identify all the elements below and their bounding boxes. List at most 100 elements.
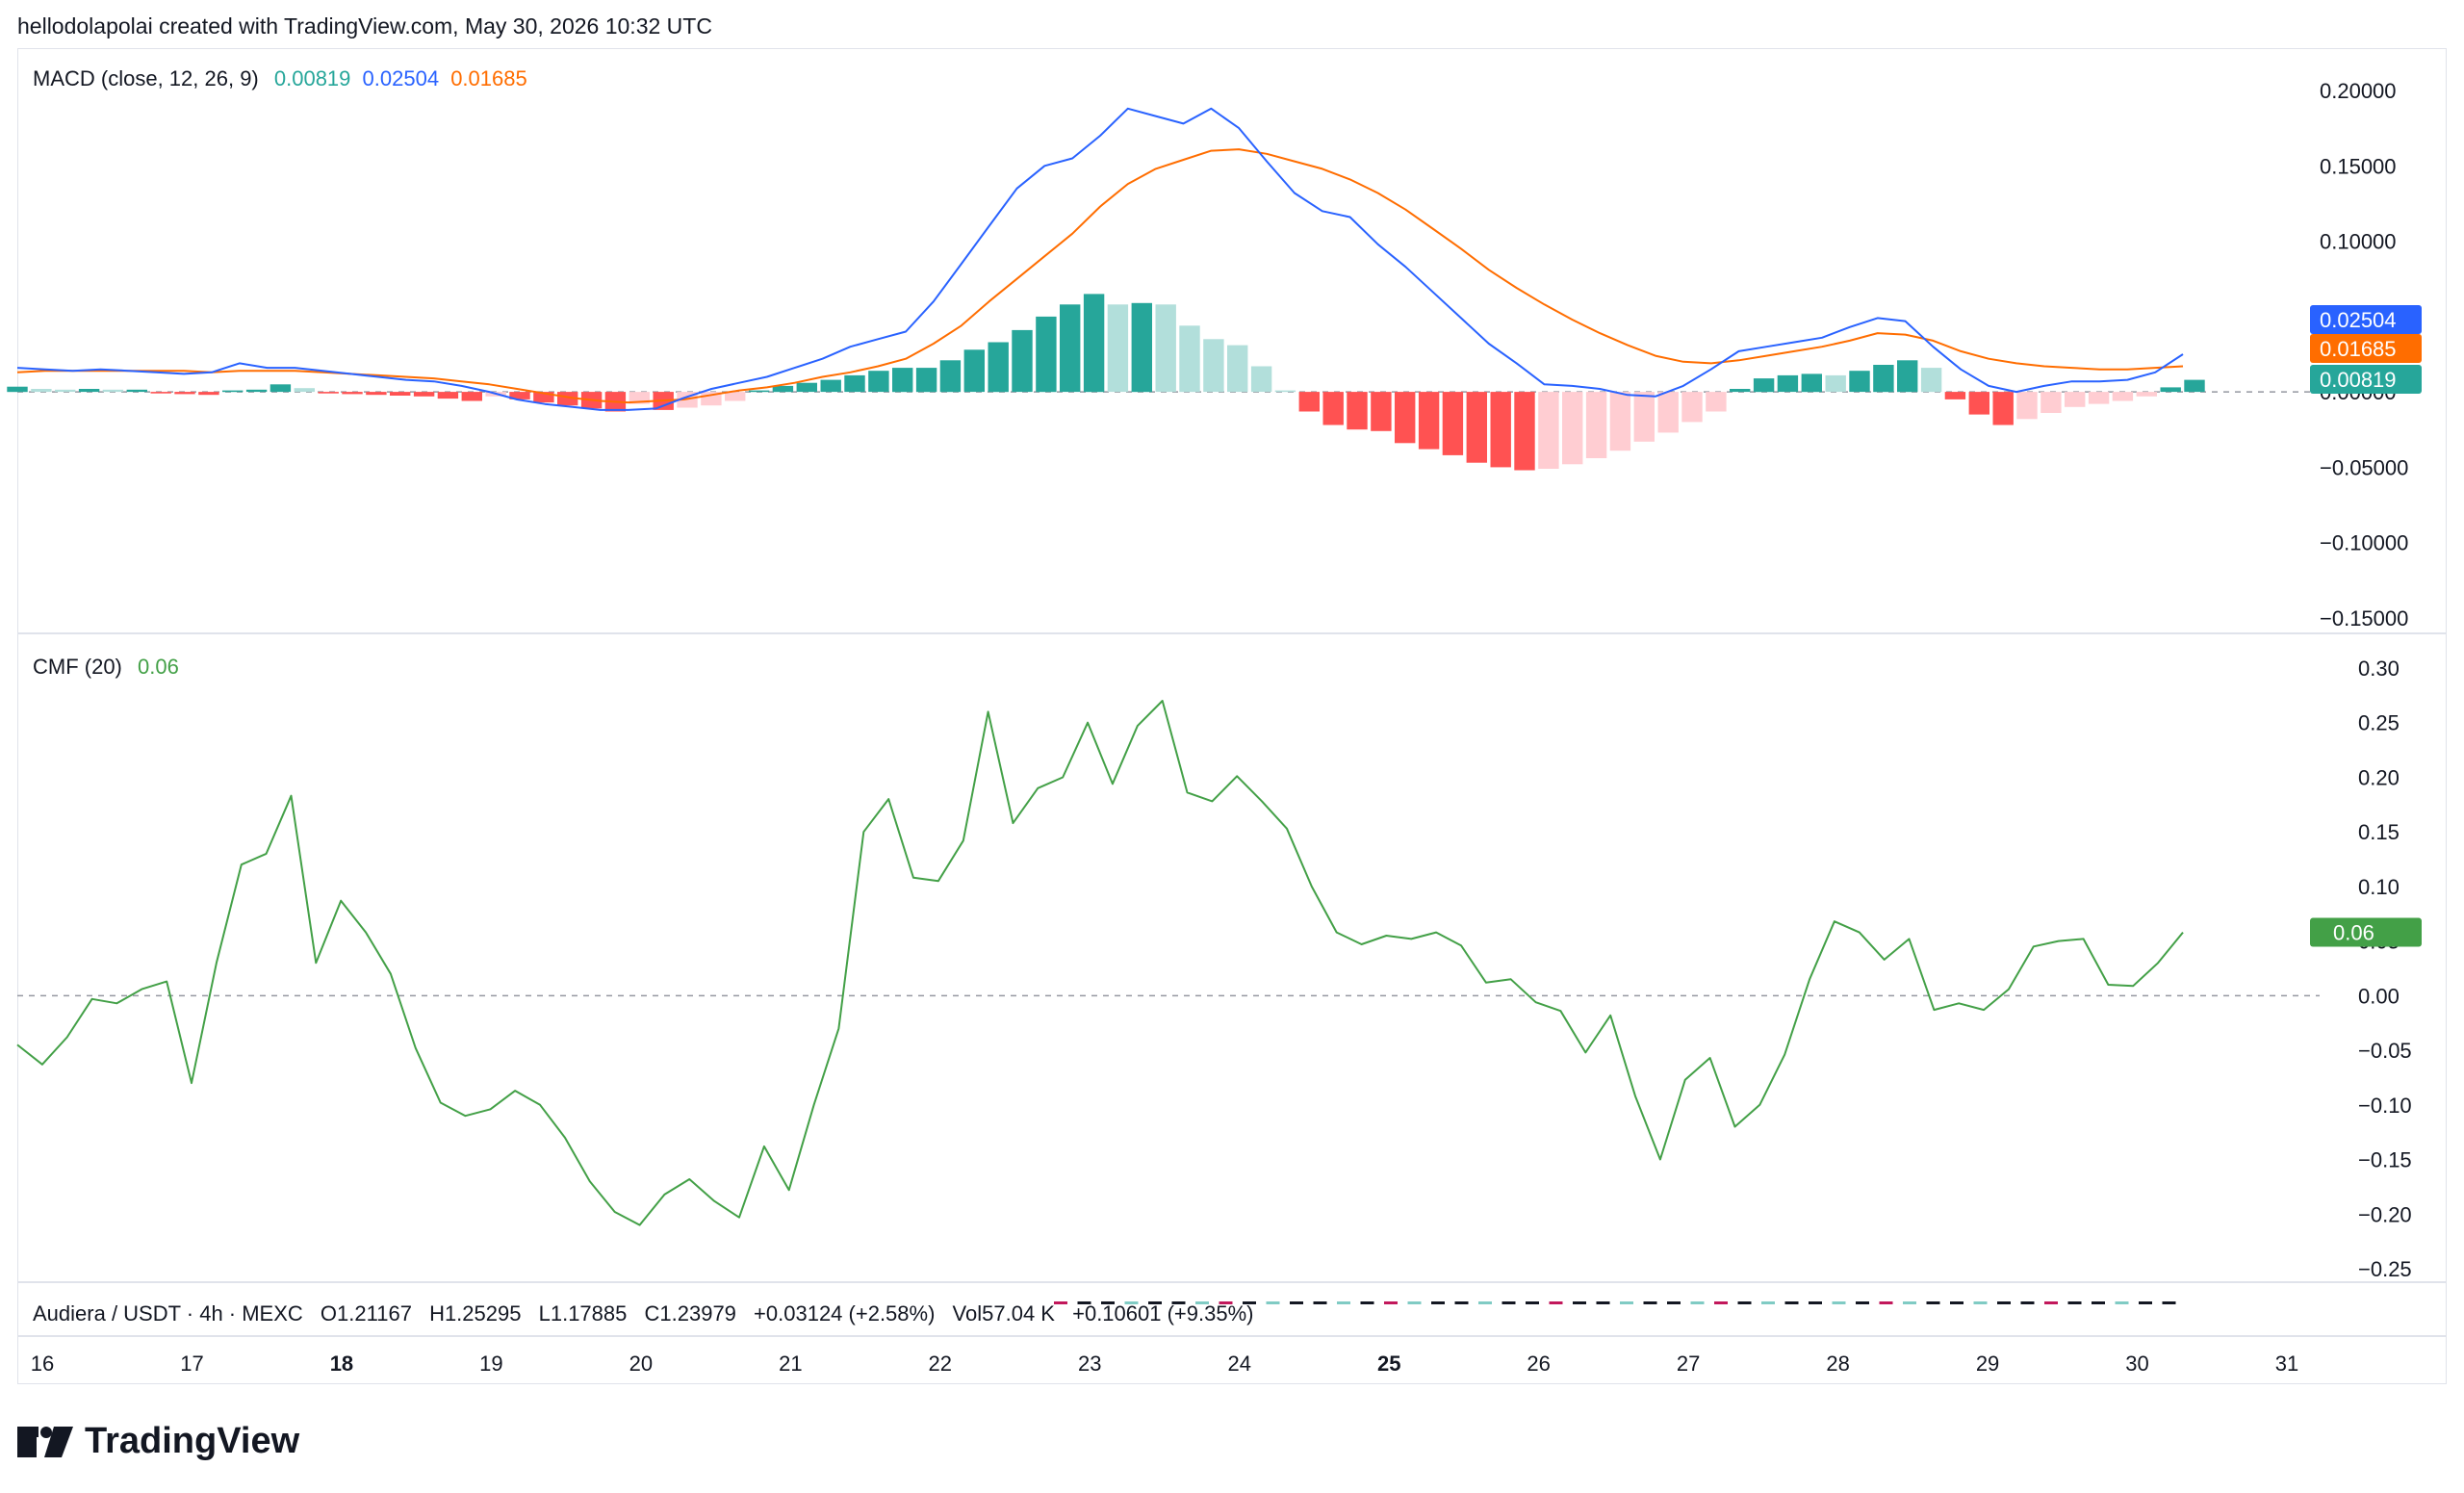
macd-histogram-bar (2016, 392, 2038, 420)
macd-histogram-bar (1203, 339, 1224, 393)
macd-histogram-bar (725, 392, 746, 401)
x-axis-tick: 21 (779, 1351, 802, 1376)
cmf-legend-value: 0.06 (138, 655, 179, 679)
macd-histogram-bar (2112, 392, 2134, 401)
last-value-label: 0.02504 (2320, 308, 2397, 332)
macd-histogram-bar (2065, 392, 2086, 407)
macd-histogram-bar (102, 389, 124, 393)
macd-histogram-bar (2160, 387, 2181, 393)
macd-histogram-bar (1968, 392, 1989, 415)
symbol-volume: Vol57.04 K (952, 1301, 1055, 1326)
macd-histogram-bar (1730, 389, 1751, 393)
mini-candle (1549, 1301, 1563, 1304)
mini-candle (2115, 1301, 2129, 1304)
symbol-high: H1.25295 (429, 1301, 522, 1326)
mini-candle (1690, 1301, 1705, 1304)
mini-candle (1643, 1301, 1657, 1304)
macd-legend: MACD (close, 12, 26, 9) 0.00819 0.02504 … (33, 66, 537, 91)
mini-candle (1290, 1301, 1303, 1304)
macd-histogram-bar (294, 388, 315, 393)
macd-histogram-bar (988, 342, 1009, 393)
mini-candle (1266, 1301, 1280, 1304)
macd-histogram-bar (174, 392, 195, 395)
mini-candle (1596, 1301, 1610, 1304)
mini-candle (1997, 1301, 2011, 1304)
mini-candle (1101, 1301, 1115, 1304)
macd-histogram-bar (1825, 374, 1846, 393)
cmf-legend-title: CMF (20) (33, 655, 122, 679)
mini-candle (1879, 1301, 1893, 1304)
macd-histogram-bar (1873, 365, 1894, 393)
macd-histogram-bar (1944, 392, 1966, 399)
symbol-info-line: Audiera / USDT · 4h · MEXC O1.21167 H1.2… (33, 1301, 1265, 1326)
cmf-last-value-tag (2310, 917, 2422, 947)
cmf-y-tick: −0.20 (2358, 1202, 2412, 1226)
mini-candle (1620, 1301, 1633, 1304)
macd-histogram-bar (1131, 302, 1152, 393)
mini-candle (1219, 1301, 1233, 1304)
macd-histogram-bar (437, 392, 459, 399)
macd-histogram-bar (318, 392, 339, 394)
mini-candle (2044, 1301, 2058, 1304)
tradingview-logo-text: TradingView (85, 1421, 300, 1461)
x-axis-tick: 20 (629, 1351, 653, 1376)
signal-line (16, 148, 2184, 404)
macd-y-tick: −0.05000 (2320, 455, 2408, 479)
macd-y-tick: −0.15000 (2320, 606, 2408, 631)
macd-histogram-bar (1514, 392, 1535, 471)
macd-histogram-bar (1298, 392, 1320, 412)
mini-candle (1478, 1301, 1492, 1304)
macd-y-tick: 0.20000 (2320, 79, 2397, 103)
x-axis-tick: 25 (1377, 1351, 1400, 1376)
macd-histogram-bar (1155, 304, 1176, 393)
macd-histogram-bar (390, 392, 411, 396)
mini-candle (1360, 1301, 1374, 1304)
last-value-label: 0.00819 (2320, 368, 2397, 392)
mini-candle (1148, 1301, 1162, 1304)
cmf-y-tick: 0.15 (2358, 820, 2400, 844)
mini-candle (1926, 1301, 1940, 1304)
macd-histogram-bar (1920, 368, 1942, 393)
macd-histogram-bar (1657, 392, 1679, 433)
cmf-y-tick: 0.25 (2358, 711, 2400, 735)
mini-candle (1431, 1301, 1445, 1304)
x-axis-tick: 28 (1826, 1351, 1849, 1376)
macd-legend-hist: 0.00819 (273, 66, 351, 90)
macd-histogram-bar (1418, 392, 1440, 450)
mini-candle (2092, 1301, 2105, 1304)
macd-histogram-bar (1227, 345, 1248, 393)
mini-candle (1124, 1301, 1139, 1304)
macd-histogram-bar (1538, 392, 1559, 469)
macd-histogram-bar (1250, 366, 1272, 393)
mini-candle (1761, 1301, 1775, 1304)
mini-candle (2020, 1301, 2035, 1304)
macd-histogram-bar (222, 390, 244, 393)
macd-histogram-bar (1562, 392, 1583, 465)
x-axis-tick: 26 (1527, 1351, 1550, 1376)
macd-histogram-bar (1777, 374, 1799, 393)
macd-histogram-bar (198, 392, 219, 396)
mini-candle (1384, 1301, 1398, 1304)
macd-y-tick: 0.10000 (2320, 230, 2397, 254)
cmf-y-tick: −0.10 (2358, 1094, 2412, 1118)
symbol-low: L1.17885 (538, 1301, 628, 1326)
macd-histogram-bar (963, 349, 985, 393)
macd-legend-macd: 0.02504 (362, 66, 440, 90)
x-axis-tick: 22 (929, 1351, 952, 1376)
macd-histogram-bar (1490, 392, 1511, 468)
macd-line (16, 107, 2184, 411)
macd-histogram-bar (366, 392, 387, 396)
mini-candle (1243, 1301, 1256, 1304)
cmf-legend: CMF (20) 0.06 (33, 655, 189, 680)
symbol-volume-change: +0.10601 (+9.35%) (1072, 1301, 1254, 1326)
macd-histogram-bar (1633, 392, 1655, 442)
mini-candle (1903, 1301, 1916, 1304)
macd-histogram-bar (939, 360, 962, 393)
last-value-tag (2310, 305, 2422, 334)
macd-histogram-bar (126, 389, 147, 393)
mini-candle (1313, 1301, 1327, 1304)
tradingview-logo[interactable]: TradingView (17, 1421, 299, 1462)
macd-histogram-bar (31, 389, 52, 393)
macd-histogram-bar (150, 392, 171, 394)
